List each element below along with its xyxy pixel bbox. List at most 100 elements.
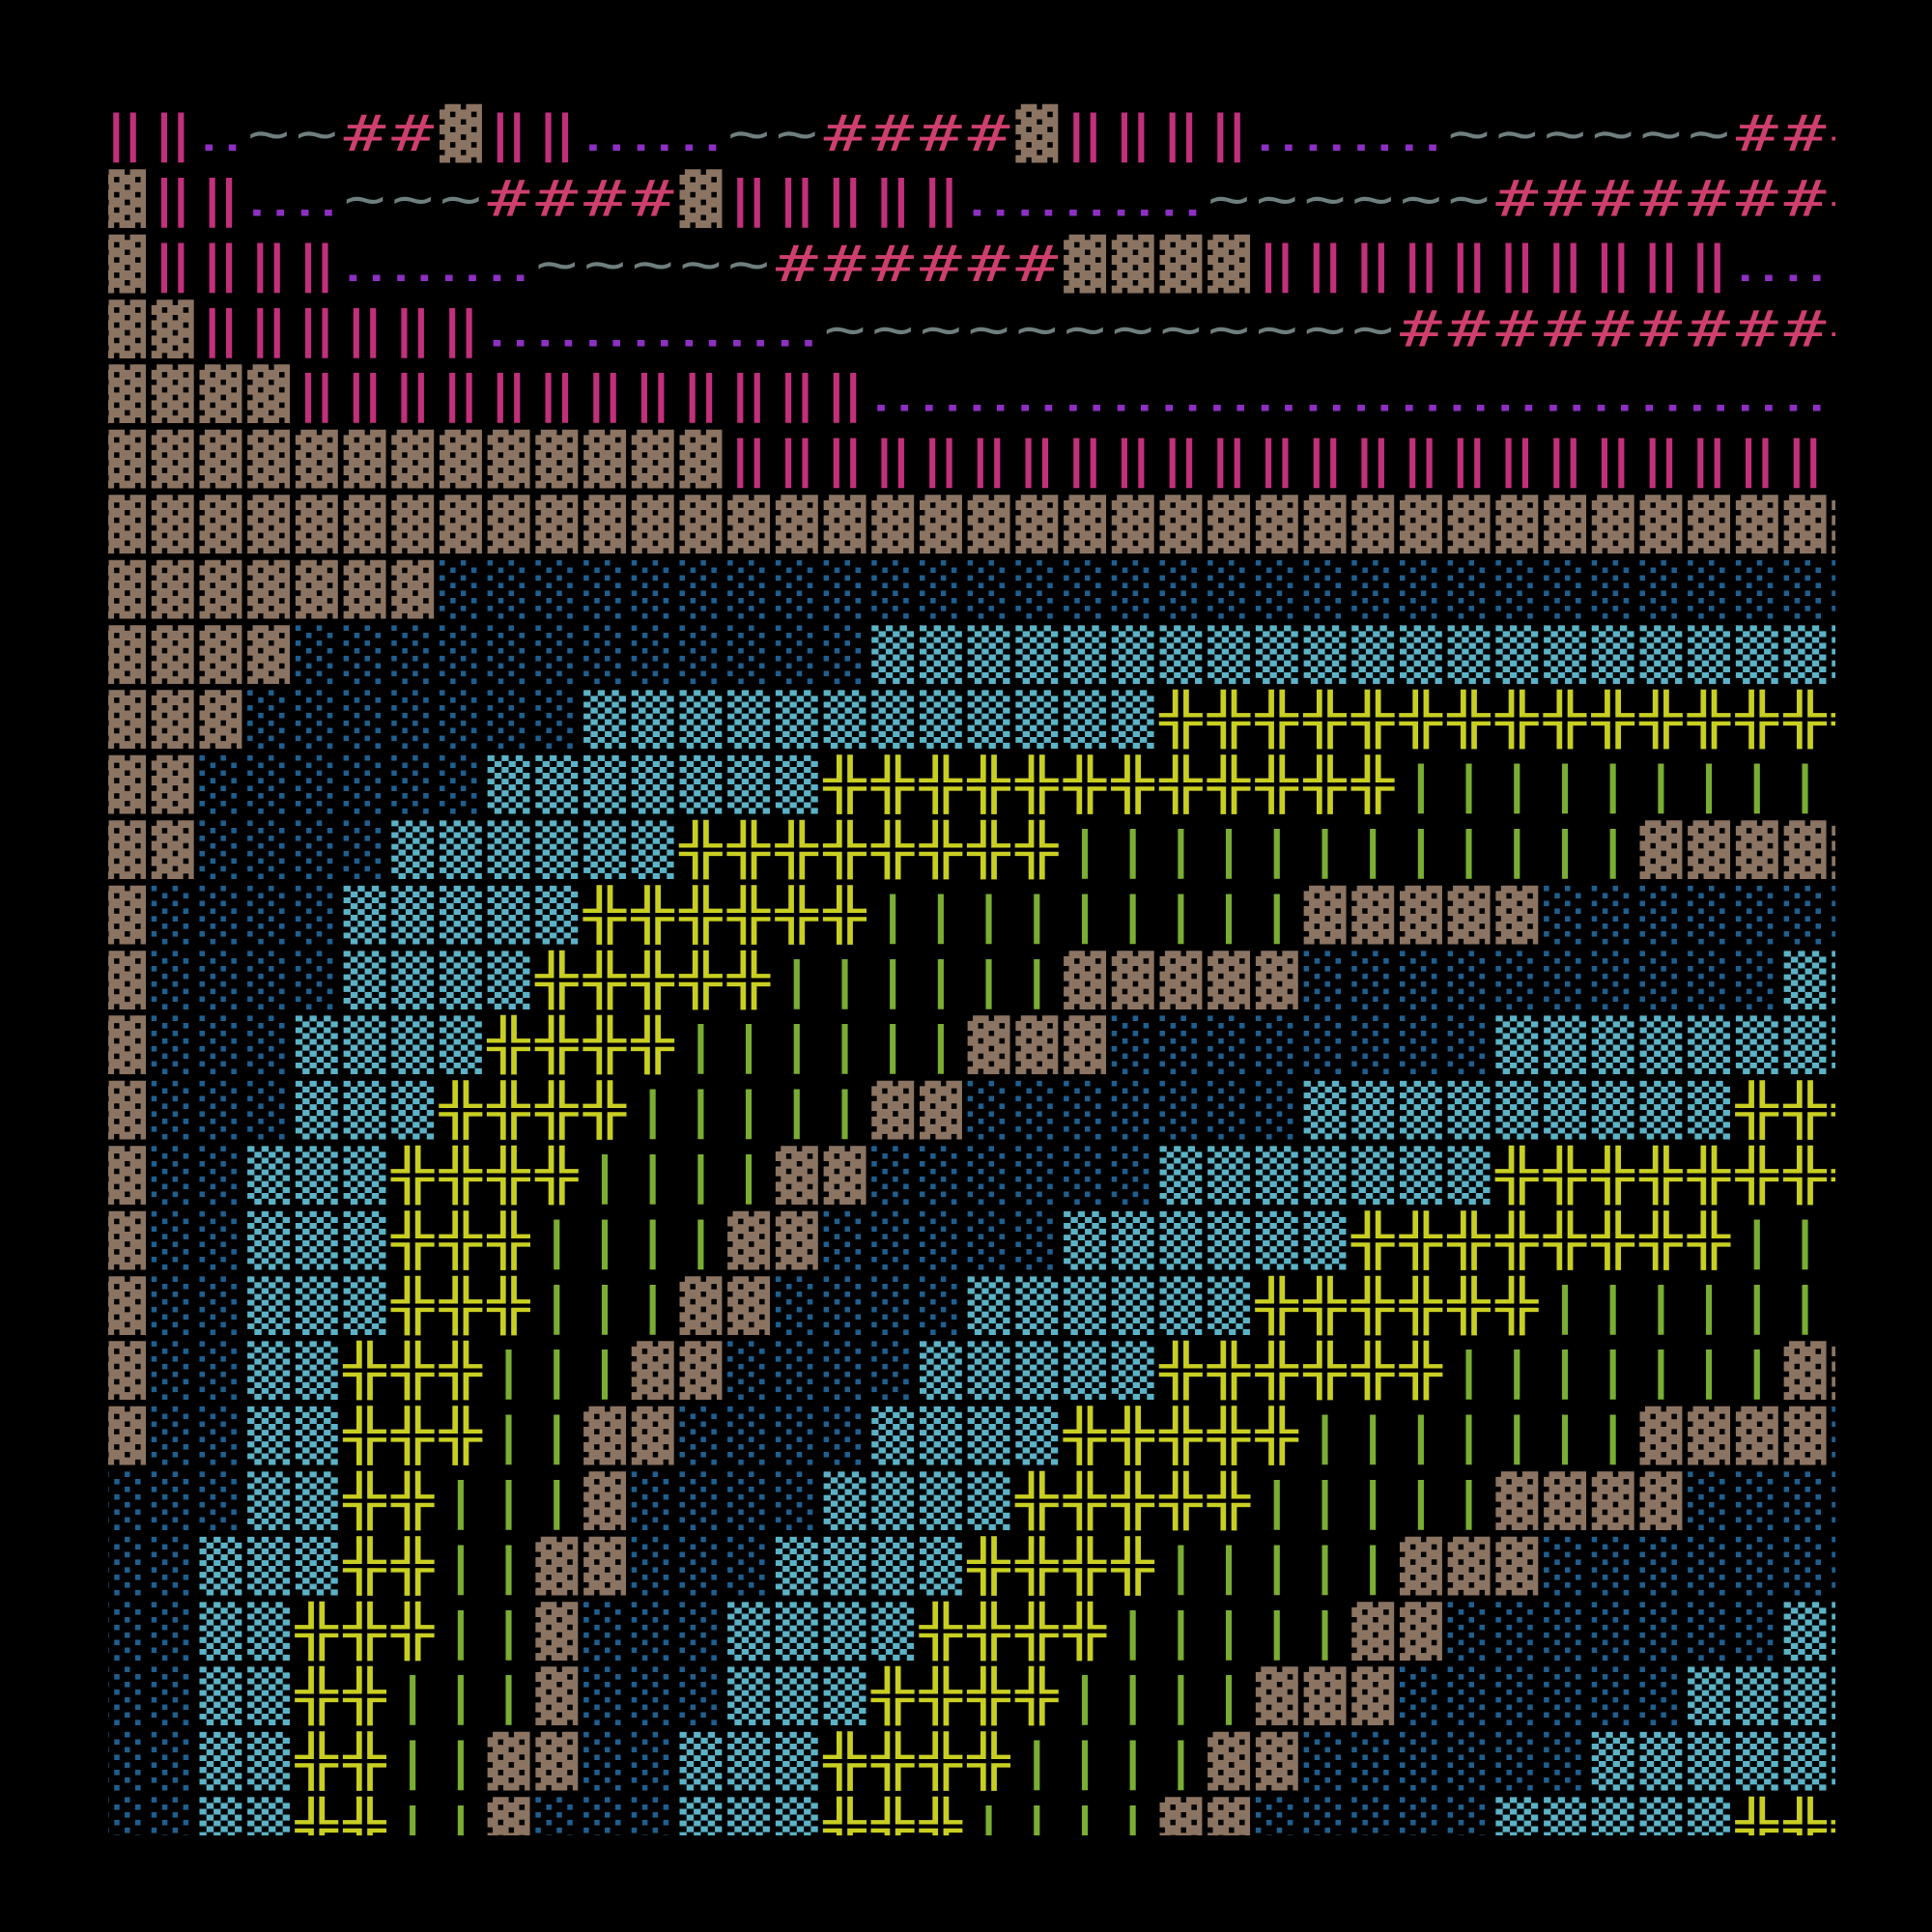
- map-cell: ╬: [1782, 1080, 1828, 1140]
- map-cell: ~: [247, 104, 290, 163]
- map-cell: ▓: [535, 430, 579, 490]
- map-cell: |: [1400, 1471, 1442, 1531]
- map-cell: #: [1495, 169, 1538, 228]
- map-cell: ▒: [1495, 625, 1539, 685]
- map-cell: ╬: [1591, 1145, 1636, 1205]
- map-cell: |: [488, 1666, 530, 1726]
- map-cell: |: [535, 1276, 578, 1336]
- map-cell: ░: [727, 1406, 770, 1466]
- map-cell: ╬: [1158, 1470, 1204, 1530]
- map-cell: |: [1208, 1666, 1250, 1726]
- map-cell: ▒: [776, 755, 819, 815]
- map-cell: ╬: [726, 819, 772, 879]
- map-cell: ▓: [103, 1276, 147, 1336]
- map-cell: ▓: [1736, 495, 1779, 554]
- map-cell: ╬: [919, 754, 964, 814]
- map-cell: ~: [1304, 169, 1347, 228]
- map-cell: ▓: [1832, 495, 1875, 554]
- map-cell: ▒: [727, 1666, 771, 1726]
- map-cell: ░: [1304, 1797, 1347, 1857]
- map-cell: ▒: [296, 1406, 339, 1466]
- map-cell: ░: [296, 755, 338, 815]
- map-cell: ‖: [1304, 430, 1347, 490]
- map-cell: ▒: [488, 951, 531, 1010]
- map-cell: ╬: [870, 819, 916, 879]
- map-cell: ▒: [968, 1276, 1011, 1336]
- map-cell: |: [1688, 1341, 1730, 1401]
- map-cell: ▓: [199, 690, 242, 750]
- map-cell: #: [1784, 169, 1827, 228]
- map-cell: |: [1159, 1536, 1202, 1596]
- map-cell: ╬: [342, 1536, 387, 1596]
- map-cell: ‖: [344, 364, 386, 424]
- map-cell: |: [1544, 755, 1586, 815]
- map-cell: ‖: [871, 169, 914, 229]
- map-cell: ╬: [631, 885, 676, 945]
- map-cell: ~: [1688, 104, 1730, 163]
- map-cell: ░: [1784, 885, 1827, 945]
- map-cell: ▓: [247, 430, 291, 490]
- map-cell: ░: [1064, 1146, 1106, 1206]
- map-cell: ‖: [1256, 430, 1298, 490]
- map-cell: ▒: [440, 885, 483, 945]
- map-cell: |: [727, 1081, 770, 1141]
- map-cell: ▓: [103, 234, 147, 294]
- map-cell: ▓: [103, 169, 147, 229]
- map-cell: ░: [727, 1341, 770, 1401]
- map-cell: ‖: [1784, 430, 1827, 490]
- map-cell: ╬: [1399, 1210, 1444, 1270]
- map-cell: #: [871, 104, 914, 163]
- map-cell: ░: [1544, 1602, 1586, 1662]
- map-cell: ╬: [534, 1080, 580, 1140]
- map-cell: ▓: [535, 1602, 579, 1662]
- map-cell: ░: [103, 1797, 146, 1857]
- map-cell: ░: [391, 690, 434, 750]
- map-cell: |: [1544, 1341, 1586, 1401]
- map-cell: |: [1784, 1276, 1827, 1336]
- map-cell: ╬: [1111, 1470, 1156, 1530]
- map-cell: ░: [1159, 559, 1202, 619]
- map-cell: ‖: [583, 364, 626, 424]
- map-cell: ‖: [1015, 430, 1058, 490]
- map-cell: ░: [1784, 1471, 1827, 1531]
- map-cell: ▓: [1159, 234, 1203, 294]
- map-cell: ░: [1592, 885, 1634, 945]
- map-cell: ╬: [390, 1210, 436, 1270]
- map-cell: ░: [1112, 1015, 1154, 1075]
- map-cell: ‖: [824, 364, 867, 424]
- map-cell: ▒: [1688, 1015, 1731, 1075]
- map-cell: ░: [440, 755, 482, 815]
- map-cell: ‖: [679, 364, 722, 424]
- map-cell: |: [1159, 820, 1202, 880]
- map-cell: ╬: [1255, 1340, 1300, 1400]
- map-cell: ▒: [871, 690, 915, 750]
- map-cell: ▓: [344, 430, 387, 490]
- map-cell: ░: [296, 625, 338, 685]
- map-cell: ‥: [1109, 169, 1156, 228]
- map-cell: ‖: [199, 234, 242, 294]
- map-cell: ░: [824, 1276, 867, 1336]
- map-cell: |: [920, 951, 962, 1010]
- map-cell: |: [1159, 1666, 1202, 1726]
- map-cell: ~: [1064, 299, 1106, 358]
- map-cell: |: [776, 1081, 818, 1141]
- map-cell: ▒: [1159, 1276, 1203, 1336]
- map-cell: ‥: [1734, 364, 1781, 423]
- map-cell: ▓: [583, 1406, 627, 1466]
- map-cell: |: [727, 1015, 770, 1075]
- map-cell: ▓: [391, 495, 435, 554]
- map-cell: ░: [1304, 951, 1347, 1010]
- map-cell: ░: [344, 690, 386, 750]
- map-cell: ▒: [1592, 625, 1635, 685]
- map-cell: ‖: [727, 169, 770, 229]
- map-cell: ╬: [678, 885, 724, 945]
- map-cell: ░: [1064, 1081, 1106, 1141]
- map-cell: ░: [1400, 951, 1442, 1010]
- map-cell: ‥: [582, 299, 629, 358]
- map-cell: ░: [632, 1471, 674, 1531]
- map-cell: |: [1448, 1471, 1491, 1531]
- map-cell: ░: [247, 1081, 290, 1141]
- map-cell: ▒: [1544, 1015, 1587, 1075]
- map-cell: ░: [1592, 1666, 1634, 1726]
- map-cell: ~: [296, 104, 338, 163]
